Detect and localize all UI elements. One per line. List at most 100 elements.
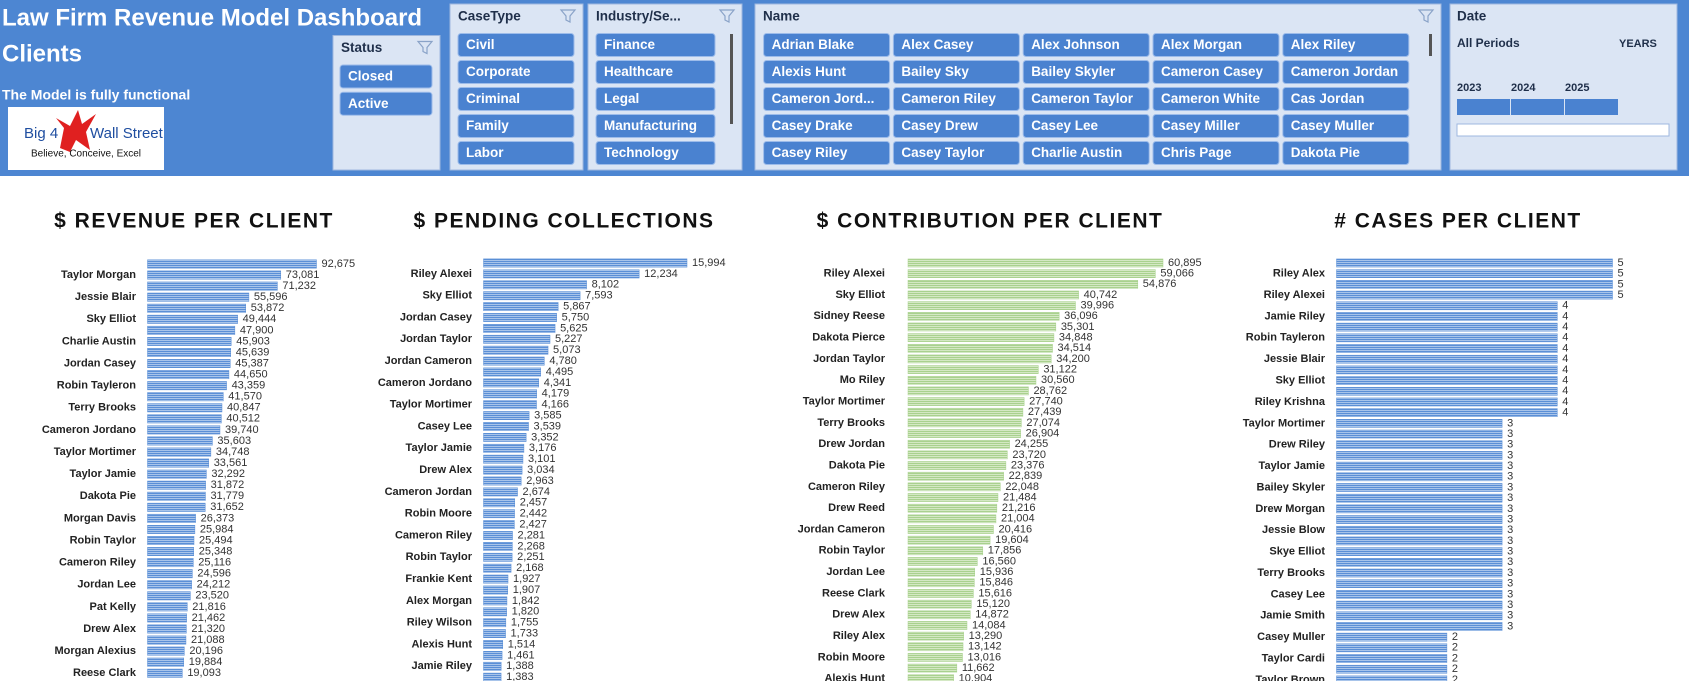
slicer-button[interactable] xyxy=(339,64,433,89)
bar xyxy=(907,407,1024,417)
slicer-button[interactable] xyxy=(1282,141,1410,165)
timeline-segment[interactable] xyxy=(1457,99,1510,115)
slicer-button-label[interactable]: Corporate xyxy=(466,64,531,79)
slicer-button[interactable] xyxy=(1022,141,1150,165)
slicer-button[interactable] xyxy=(457,33,575,57)
slicer-button-label[interactable]: Dakota Pie xyxy=(1291,145,1361,160)
slicer-button-label[interactable]: Cameron Jordan xyxy=(1291,64,1398,79)
slicer-button[interactable] xyxy=(457,87,575,111)
slicer-button-label[interactable]: Casey Riley xyxy=(772,145,848,160)
slicer-button-label[interactable]: Cameron Taylor xyxy=(1031,91,1134,106)
slicer-button[interactable] xyxy=(457,114,575,138)
bar xyxy=(1336,290,1613,300)
slicer-button[interactable] xyxy=(1022,60,1150,84)
slicer-button-label[interactable]: Active xyxy=(348,96,389,111)
slicer-button[interactable] xyxy=(763,33,891,57)
slicer-button[interactable] xyxy=(892,60,1020,84)
slicer-button[interactable] xyxy=(1282,87,1410,111)
slicer-button-label[interactable]: Casey Lee xyxy=(1031,118,1098,133)
data-label: 5,750 xyxy=(562,311,590,323)
slicer-button[interactable] xyxy=(892,87,1020,111)
chart-title: $ CONTRIBUTION PER CLIENT xyxy=(817,210,1164,233)
slicer-button[interactable] xyxy=(1022,87,1150,111)
slicer-button-label[interactable]: Alex Morgan xyxy=(1161,37,1242,52)
slicer-button[interactable] xyxy=(892,33,1020,57)
data-label: 54,876 xyxy=(1143,278,1177,290)
slicer-button-label[interactable]: Labor xyxy=(466,145,504,160)
filter-icon[interactable] xyxy=(559,9,577,23)
slicer-button[interactable] xyxy=(457,60,575,84)
timeline-segment[interactable] xyxy=(1565,99,1618,115)
slicer-button-label[interactable]: Technology xyxy=(604,145,679,160)
data-label: 5 xyxy=(1618,268,1624,280)
filter-icon[interactable] xyxy=(718,9,736,23)
bar xyxy=(483,596,508,606)
slicer-button-label[interactable]: Casey Miller xyxy=(1161,118,1241,133)
slicer-button-label[interactable]: Healthcare xyxy=(604,64,674,79)
slicer-button[interactable] xyxy=(1152,87,1280,111)
slicer-button[interactable] xyxy=(1152,141,1280,165)
timeline-scroll[interactable] xyxy=(1456,123,1670,137)
filter-icon[interactable] xyxy=(1417,9,1435,23)
slicer-button[interactable] xyxy=(595,87,716,111)
slicer-button[interactable] xyxy=(763,87,891,111)
bar xyxy=(907,397,1025,406)
slicer-button[interactable] xyxy=(892,141,1020,165)
slicer-button-label[interactable]: Civil xyxy=(466,37,495,52)
slicer-button-label[interactable]: Chris Page xyxy=(1161,145,1232,160)
slicer-button[interactable] xyxy=(1022,114,1150,138)
slicer-button[interactable] xyxy=(595,33,716,57)
data-label: 4 xyxy=(1562,364,1568,376)
slicer-button[interactable] xyxy=(1282,33,1410,57)
slicer-button-label[interactable]: Bailey Sky xyxy=(901,64,969,79)
slicer-button[interactable] xyxy=(1152,60,1280,84)
slicer-button-label[interactable]: Alex Johnson xyxy=(1031,37,1120,52)
bar xyxy=(907,663,958,673)
slicer-button-label[interactable]: Cameron Jord... xyxy=(772,91,875,106)
slicer-button-label[interactable]: Casey Drake xyxy=(772,118,854,133)
data-label: 3 xyxy=(1507,567,1513,579)
slicer-button[interactable] xyxy=(1152,114,1280,138)
timeline-segment[interactable] xyxy=(1511,99,1564,115)
slicer-button-label[interactable]: Closed xyxy=(348,69,393,84)
slicer-button-label[interactable]: Family xyxy=(466,118,509,133)
slicer-button-label[interactable]: Alex Riley xyxy=(1291,37,1356,52)
slicer-button[interactable] xyxy=(763,60,891,84)
slicer-button-label[interactable]: Manufacturing xyxy=(604,118,697,133)
slicer-button-label[interactable]: Cameron White xyxy=(1161,91,1261,106)
level-label[interactable]: YEARS xyxy=(1619,38,1657,50)
slicer-button-label[interactable]: Charlie Austin xyxy=(1031,145,1122,160)
slicer-button-label[interactable]: Cameron Riley xyxy=(901,91,996,106)
slicer-button[interactable] xyxy=(763,114,891,138)
slicer-button-label[interactable]: Finance xyxy=(604,37,656,52)
slicer-button[interactable] xyxy=(1282,114,1410,138)
slicer-button[interactable] xyxy=(595,141,716,165)
slicer-button[interactable] xyxy=(339,91,433,116)
slicer-button-label[interactable]: Criminal xyxy=(466,91,520,106)
slicer-button[interactable] xyxy=(892,114,1020,138)
slicer-button[interactable] xyxy=(1022,33,1150,57)
filter-icon[interactable] xyxy=(416,40,434,55)
slicer-button-label[interactable]: Casey Drew xyxy=(901,118,978,133)
category-label: Morgan Alexius xyxy=(55,645,137,657)
slicer-button-label[interactable]: Casey Muller xyxy=(1291,118,1375,133)
bar xyxy=(147,469,207,479)
slicer-button[interactable] xyxy=(595,114,716,138)
slicer-button-label[interactable]: Alexis Hunt xyxy=(772,64,847,79)
slicer-button[interactable] xyxy=(1282,60,1410,84)
slicer-button-label[interactable]: Cameron Casey xyxy=(1161,64,1264,79)
slicer-button[interactable] xyxy=(595,60,716,84)
slicer-button-label[interactable]: Bailey Skyler xyxy=(1031,64,1116,79)
slicer-button[interactable] xyxy=(457,141,575,165)
slicer-button[interactable] xyxy=(1152,33,1280,57)
data-label: 1,842 xyxy=(512,595,540,607)
category-label: Charlie Austin xyxy=(62,335,136,347)
slicer-button[interactable] xyxy=(763,141,891,165)
slicer-button-label[interactable]: Alex Casey xyxy=(901,37,974,52)
slicer-button-label[interactable]: Legal xyxy=(604,91,639,106)
slicer-button-label[interactable]: Adrian Blake xyxy=(772,37,855,52)
bar xyxy=(483,520,515,529)
slicer-button-label[interactable]: Casey Taylor xyxy=(901,145,985,160)
slicer-button-label[interactable]: Cas Jordan xyxy=(1291,91,1365,106)
data-label: 3 xyxy=(1507,535,1513,547)
